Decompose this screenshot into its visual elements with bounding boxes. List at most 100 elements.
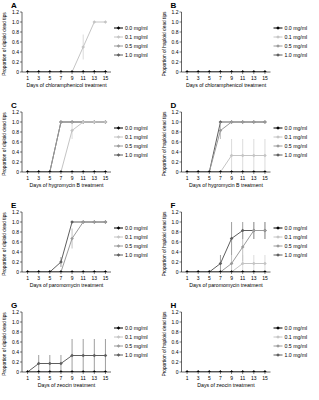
y-tick-label: 0.8	[12, 329, 19, 335]
marker	[219, 270, 223, 272]
y-tick	[180, 112, 182, 113]
y-tick	[20, 222, 22, 223]
marker	[93, 70, 97, 72]
x-tick-label: 5	[208, 75, 211, 81]
legend-marker	[276, 53, 280, 57]
marker	[70, 70, 74, 72]
x-tick-label: 1	[186, 75, 189, 81]
x-tick-label: 3	[37, 75, 40, 81]
marker	[26, 70, 30, 72]
legend-label: 1.0 mg/ml	[285, 152, 308, 158]
marker	[37, 270, 41, 272]
marker	[252, 170, 256, 172]
x-tick-label: 9	[230, 375, 233, 381]
marker	[219, 170, 223, 172]
marker	[219, 70, 223, 72]
legend-label: 1.0 mg/ml	[285, 52, 308, 58]
marker	[241, 120, 245, 124]
marker	[93, 270, 97, 272]
marker	[241, 70, 245, 72]
marker	[219, 370, 223, 372]
y-tick-label: 1.2	[172, 109, 179, 115]
marker	[26, 70, 30, 72]
y-tick-label: 0.4	[172, 49, 179, 55]
marker	[230, 70, 234, 72]
x-tick-label: 5	[48, 275, 51, 281]
marker	[263, 370, 267, 372]
marker	[185, 170, 189, 172]
marker	[230, 370, 234, 372]
marker	[230, 70, 234, 72]
legend-label: 0.1 mg/ml	[125, 234, 148, 240]
marker	[263, 70, 267, 72]
x-tick-label: 7	[60, 75, 63, 81]
marker	[37, 270, 41, 272]
y-tick	[180, 212, 182, 213]
marker	[26, 370, 30, 372]
plot-area	[26, 120, 107, 172]
marker	[26, 370, 30, 372]
legend-label: 0.5 mg/ml	[125, 43, 148, 49]
legend-label: 0.0 mg/ml	[125, 25, 148, 31]
y-axis-label: Proportion of haploid dead tips	[162, 211, 167, 277]
y-tick-label: 0.6	[172, 239, 179, 245]
marker	[196, 70, 200, 72]
series-line	[28, 222, 106, 272]
marker	[241, 70, 245, 72]
y-tick	[180, 172, 182, 173]
marker	[208, 70, 212, 72]
y-tick-label: 1.0	[172, 219, 179, 225]
marker	[70, 354, 74, 358]
x-tick-label: 15	[262, 375, 268, 381]
marker	[93, 170, 97, 172]
y-tick	[20, 322, 22, 323]
y-tick-label: 0.8	[12, 229, 19, 235]
marker	[208, 170, 212, 172]
y-tick-label: 0.6	[12, 339, 19, 345]
legend: 0.0 mg/ml0.1 mg/ml0.5 mg/ml1.0 mg/ml	[274, 125, 308, 158]
marker	[230, 170, 234, 172]
legend-label: 0.0 mg/ml	[285, 225, 308, 231]
x-tick-label: 5	[208, 175, 211, 181]
marker	[252, 370, 256, 372]
marker	[196, 370, 200, 372]
y-tick	[20, 132, 22, 133]
x-tick-label: 7	[60, 375, 63, 381]
marker	[196, 170, 200, 172]
panel: A00.20.40.60.81.01.213579111315Days of c…	[2, 1, 148, 88]
marker	[48, 362, 52, 366]
y-tick-label: 0.8	[12, 129, 19, 135]
y-tick-label: 0.2	[12, 59, 19, 65]
marker	[70, 170, 74, 172]
legend-label: 0.1 mg/ml	[125, 334, 148, 340]
x-axis-label: Days of chloramphenicol treatment	[26, 82, 107, 88]
marker	[37, 370, 41, 372]
marker	[48, 70, 52, 72]
marker	[70, 129, 74, 133]
y-tick-label: 0.2	[12, 259, 19, 265]
marker	[59, 70, 63, 72]
y-tick	[20, 252, 22, 253]
y-tick	[180, 32, 182, 33]
legend-label: 0.1 mg/ml	[125, 134, 148, 140]
legend-label: 1.0 mg/ml	[125, 252, 148, 258]
legend-marker	[117, 26, 121, 30]
x-axis	[182, 372, 271, 373]
marker	[59, 70, 63, 72]
marker	[59, 370, 63, 372]
marker	[26, 270, 30, 272]
x-tick-label: 11	[81, 175, 86, 181]
y-tick	[20, 212, 22, 213]
x-axis-label: Days of hygromycin B treatment	[189, 182, 263, 188]
marker	[263, 170, 267, 172]
x-axis-label: Days of paromomycin treatment	[30, 282, 104, 288]
marker	[104, 270, 108, 272]
marker	[70, 270, 74, 272]
marker	[219, 370, 223, 372]
panel: B00.20.40.60.81.01.213579111315Days of c…	[162, 1, 308, 88]
legend: 0.0 mg/ml0.1 mg/ml0.5 mg/ml1.0 mg/ml	[274, 25, 308, 58]
series-line	[28, 22, 106, 72]
y-tick-label: 0	[176, 69, 179, 75]
y-tick	[180, 262, 182, 263]
marker	[48, 370, 52, 372]
